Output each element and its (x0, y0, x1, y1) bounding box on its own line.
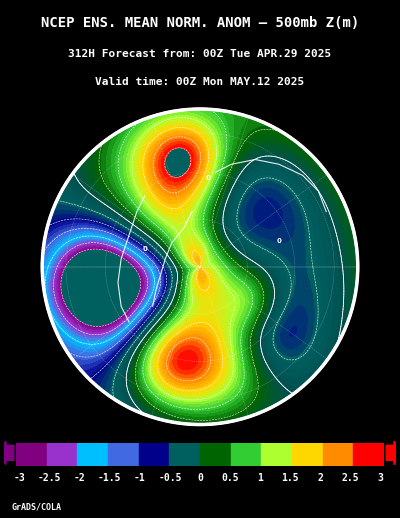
FancyArrow shape (0, 441, 14, 465)
Bar (323, 443, 353, 466)
Bar (231, 443, 261, 466)
Bar (47, 443, 77, 466)
Text: 0: 0 (142, 246, 147, 252)
Bar (139, 443, 169, 466)
Circle shape (26, 93, 374, 440)
Text: 1.5: 1.5 (281, 473, 299, 483)
Bar (353, 443, 384, 466)
FancyArrow shape (386, 441, 400, 465)
Bar (261, 443, 292, 466)
Text: 312H Forecast from: 00Z Tue APR.29 2025: 312H Forecast from: 00Z Tue APR.29 2025 (68, 49, 332, 59)
Circle shape (42, 109, 358, 425)
Text: NCEP ENS. MEAN NORM. ANOM – 500mb Z(m): NCEP ENS. MEAN NORM. ANOM – 500mb Z(m) (41, 16, 359, 31)
Bar (16, 443, 47, 466)
Text: GrADS/COLA: GrADS/COLA (12, 502, 62, 511)
Bar (200, 443, 231, 466)
Text: Valid time: 00Z Mon MAY.12 2025: Valid time: 00Z Mon MAY.12 2025 (95, 77, 305, 87)
Bar (292, 443, 323, 466)
Text: -2: -2 (74, 473, 86, 483)
Text: 2.5: 2.5 (342, 473, 359, 483)
Text: 3: 3 (377, 473, 383, 483)
Text: 0.5: 0.5 (221, 473, 239, 483)
Bar (169, 443, 200, 466)
Text: 2: 2 (317, 473, 323, 483)
Text: -0.5: -0.5 (158, 473, 182, 483)
Text: -1.5: -1.5 (98, 473, 122, 483)
Text: 0: 0 (206, 175, 210, 181)
Text: -2.5: -2.5 (38, 473, 62, 483)
Bar (108, 443, 139, 466)
Text: 0: 0 (197, 473, 203, 483)
Bar (77, 443, 108, 466)
Text: 0: 0 (276, 238, 281, 244)
Text: -1: -1 (134, 473, 146, 483)
Text: -3: -3 (14, 473, 26, 483)
Text: 1: 1 (257, 473, 263, 483)
